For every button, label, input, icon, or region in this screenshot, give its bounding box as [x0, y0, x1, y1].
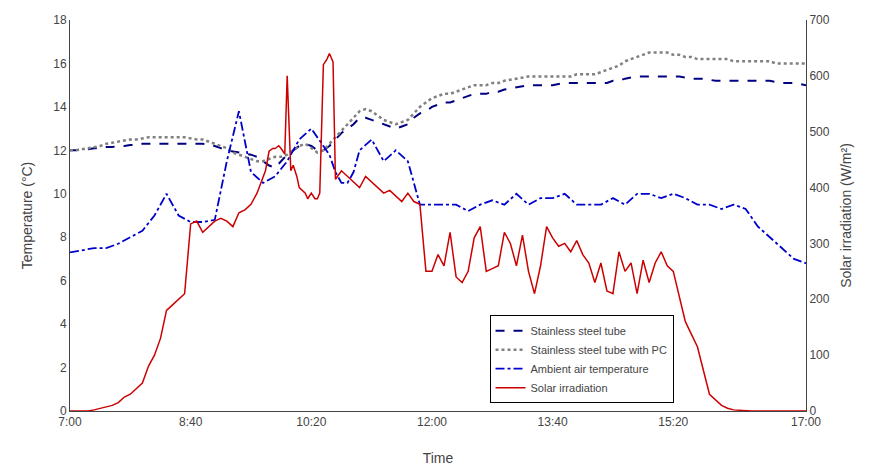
svg-text:Solar irradiation (W/m²): Solar irradiation (W/m²): [838, 143, 854, 288]
svg-text:13:40: 13:40: [538, 415, 568, 429]
svg-text:8: 8: [60, 230, 67, 244]
svg-text:6: 6: [60, 274, 67, 288]
svg-text:2: 2: [60, 361, 67, 375]
svg-text:200: 200: [809, 292, 829, 306]
svg-text:500: 500: [809, 125, 829, 139]
svg-text:0: 0: [60, 404, 67, 418]
svg-text:Stainless steel tube: Stainless steel tube: [531, 325, 626, 337]
svg-text:Time: Time: [423, 450, 454, 466]
svg-text:15:20: 15:20: [658, 415, 688, 429]
svg-text:Temperature (°C): Temperature (°C): [19, 162, 35, 270]
svg-text:12:00: 12:00: [417, 415, 447, 429]
svg-text:Solar irradiation: Solar irradiation: [531, 382, 608, 394]
svg-text:10: 10: [53, 187, 67, 201]
svg-text:700: 700: [809, 13, 829, 27]
svg-text:16: 16: [53, 57, 67, 71]
svg-text:4: 4: [60, 317, 67, 331]
svg-text:8:40: 8:40: [179, 415, 203, 429]
svg-text:18: 18: [53, 13, 67, 27]
svg-text:Ambient air temperature: Ambient air temperature: [531, 363, 649, 375]
svg-text:400: 400: [809, 181, 829, 195]
svg-text:14: 14: [53, 100, 67, 114]
svg-text:12: 12: [53, 144, 67, 158]
svg-text:100: 100: [809, 348, 829, 362]
svg-text:0: 0: [809, 404, 816, 418]
svg-text:7:00: 7:00: [58, 415, 82, 429]
svg-text:600: 600: [809, 69, 829, 83]
svg-text:Stainless steel tube with PC: Stainless steel tube with PC: [531, 344, 667, 356]
svg-text:17:00: 17:00: [791, 415, 821, 429]
svg-text:300: 300: [809, 237, 829, 251]
svg-text:10:20: 10:20: [296, 415, 326, 429]
